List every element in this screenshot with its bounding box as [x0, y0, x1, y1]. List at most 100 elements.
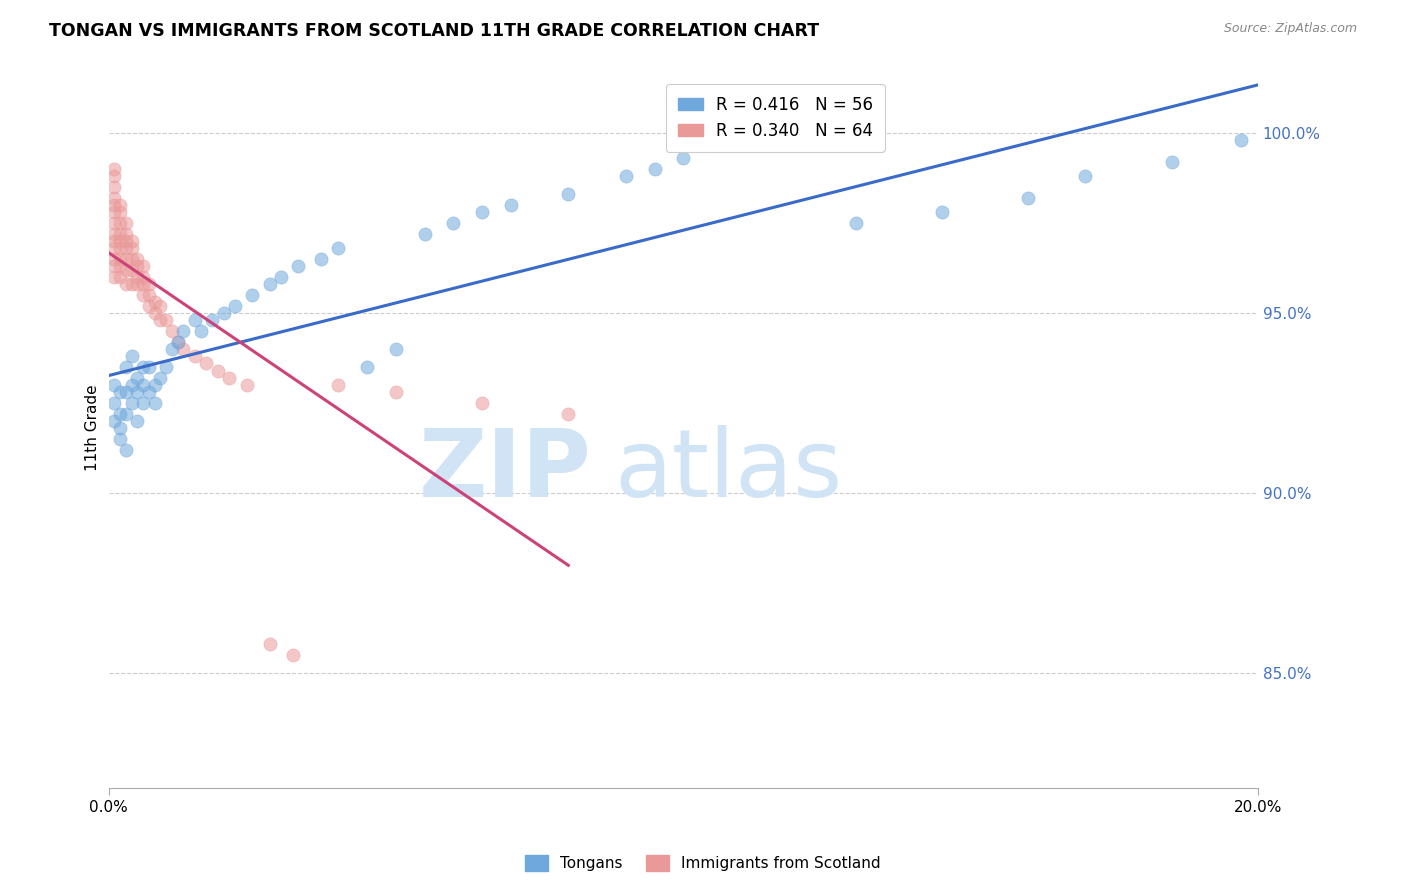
Point [108, 260, 131, 274]
Point [160, 324, 183, 338]
Point [160, 342, 183, 356]
Point [1017, 191, 1039, 205]
Point [115, 263, 138, 277]
Text: TONGAN VS IMMIGRANTS FROM SCOTLAND 11TH GRADE CORRELATION CHART: TONGAN VS IMMIGRANTS FROM SCOTLAND 11TH … [49, 22, 820, 40]
Point [103, 270, 125, 285]
Legend: Tongans, Immigrants from Scotland: Tongans, Immigrants from Scotland [519, 849, 887, 877]
Point [138, 288, 160, 302]
Point [309, 252, 332, 266]
Point [499, 198, 522, 212]
Point [115, 227, 138, 241]
Point [115, 277, 138, 292]
Point [218, 371, 240, 385]
Y-axis label: 11th Grade: 11th Grade [86, 384, 100, 472]
Point [108, 205, 131, 219]
Point [108, 234, 131, 248]
Point [121, 396, 143, 410]
Point [108, 407, 131, 421]
Point [115, 234, 138, 248]
Point [127, 277, 149, 292]
Point [115, 252, 138, 266]
Point [184, 349, 207, 363]
Point [108, 216, 131, 230]
Point [471, 205, 494, 219]
Point [356, 359, 378, 374]
Point [103, 378, 125, 392]
Point [132, 260, 155, 274]
Point [166, 334, 188, 349]
Point [108, 432, 131, 446]
Point [132, 288, 155, 302]
Point [103, 414, 125, 428]
Point [108, 198, 131, 212]
Point [557, 407, 579, 421]
Point [184, 313, 207, 327]
Text: ZIP: ZIP [419, 425, 592, 517]
Point [108, 252, 131, 266]
Point [441, 216, 464, 230]
Point [138, 277, 160, 292]
Point [115, 359, 138, 374]
Point [132, 396, 155, 410]
Point [115, 241, 138, 255]
Point [1074, 169, 1097, 184]
Point [103, 162, 125, 177]
Point [103, 216, 125, 230]
Point [201, 313, 224, 327]
Point [108, 241, 131, 255]
Point [115, 385, 138, 400]
Point [132, 270, 155, 285]
Point [103, 396, 125, 410]
Point [138, 299, 160, 313]
Point [103, 169, 125, 184]
Text: atlas: atlas [614, 425, 842, 517]
Point [1229, 133, 1251, 147]
Point [115, 442, 138, 457]
Point [108, 385, 131, 400]
Point [259, 277, 281, 292]
Point [115, 407, 138, 421]
Point [172, 342, 194, 356]
Point [108, 227, 131, 241]
Point [259, 637, 281, 651]
Point [172, 324, 194, 338]
Point [121, 234, 143, 248]
Point [235, 378, 257, 392]
Point [103, 260, 125, 274]
Point [108, 421, 131, 435]
Point [195, 356, 218, 370]
Point [212, 306, 235, 320]
Point [614, 169, 637, 184]
Point [143, 378, 166, 392]
Point [121, 349, 143, 363]
Point [132, 359, 155, 374]
Point [103, 205, 125, 219]
Point [103, 227, 125, 241]
Point [127, 270, 149, 285]
Point [127, 414, 149, 428]
Point [103, 241, 125, 255]
Point [121, 378, 143, 392]
Point [672, 152, 695, 166]
Point [138, 385, 160, 400]
Point [138, 359, 160, 374]
Point [328, 241, 350, 255]
Text: Source: ZipAtlas.com: Source: ZipAtlas.com [1223, 22, 1357, 36]
Point [103, 191, 125, 205]
Point [121, 263, 143, 277]
Point [127, 385, 149, 400]
Point [281, 648, 304, 662]
Point [132, 277, 155, 292]
Point [240, 288, 263, 302]
Point [557, 187, 579, 202]
Point [143, 295, 166, 310]
Point [155, 359, 177, 374]
Point [127, 260, 149, 274]
Point [224, 299, 246, 313]
Point [644, 162, 666, 177]
Point [132, 378, 155, 392]
Point [115, 216, 138, 230]
Point [143, 396, 166, 410]
Point [103, 234, 125, 248]
Point [845, 216, 868, 230]
